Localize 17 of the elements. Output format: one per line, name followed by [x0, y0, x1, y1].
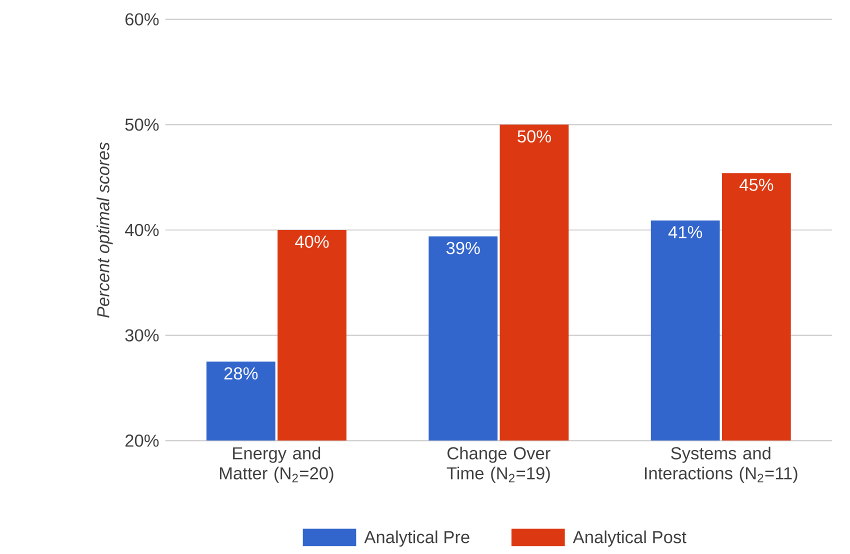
data-label: 50%	[518, 130, 551, 143]
data-label: 28%	[224, 367, 258, 380]
x-tick-label: Systems and Interactions (N$_{2}$=11)	[645, 446, 798, 483]
data-label: 39%	[446, 242, 480, 254]
data-label: 41%	[668, 226, 702, 238]
x-tick-label: Change Over Time (N$_{2}$=19)	[446, 446, 550, 483]
y-tick-label: 30%	[125, 329, 159, 342]
y-tick-label: 60%	[125, 13, 159, 26]
data-label: 45%	[739, 178, 774, 191]
y-tick-label: 20%	[125, 434, 159, 447]
y-tick-label: 40%	[124, 224, 159, 236]
legend-label: Analytical Post	[572, 530, 686, 547]
legend-label: Analytical Pre	[364, 530, 470, 547]
y-axis-title: Percent optimal scores	[96, 142, 113, 318]
x-tick-label: Energy and Matter (N$_{2}$=20)	[220, 446, 334, 483]
data-label: 40%	[295, 236, 329, 248]
y-tick-label: 50%	[125, 118, 159, 131]
